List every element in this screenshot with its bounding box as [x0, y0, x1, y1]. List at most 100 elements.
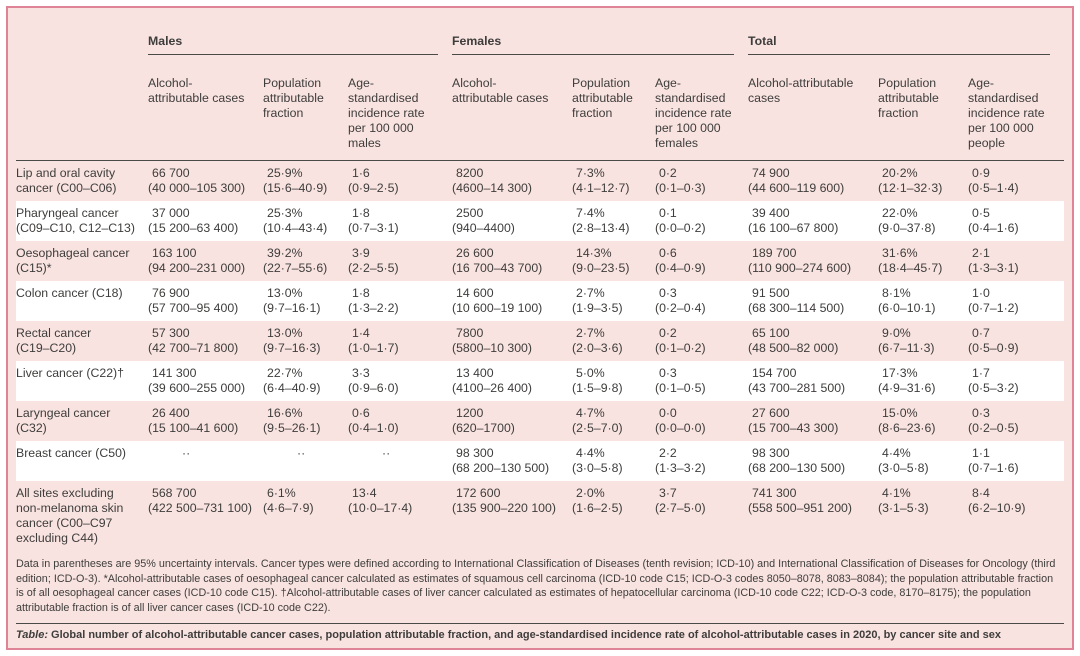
- table-row: Oesophageal cancer (C15)* 163 100 (94 200…: [16, 241, 1064, 281]
- data-cell: 7800 (5800–10 300): [452, 326, 532, 355]
- data-cell: 22·0% (9·0–37·8): [878, 206, 936, 235]
- data-cell: 1·6 (0·9–2·5): [348, 166, 399, 195]
- table-caption: Table: Global number of alcohol-attribut…: [16, 624, 1064, 647]
- data-cell: 13·4 (10·0–17·4): [348, 486, 413, 515]
- data-cell: 1·8 (0·7–3·1): [348, 206, 399, 235]
- data-cell: 13 400 (4100–26 400): [452, 366, 532, 395]
- group-label-females: Females: [452, 34, 735, 55]
- data-cell: 0·5 (0·4–1·6): [968, 206, 1019, 235]
- data-cell: 8·1% (6·0–10·1): [878, 286, 936, 315]
- data-cell: 4·4% (3·0–5·8): [878, 446, 929, 475]
- group-label-males: Males: [148, 34, 438, 55]
- data-cell: 9·0% (6·7–11·3): [878, 326, 935, 355]
- data-cell: 3·9 (2·2–5·5): [348, 246, 399, 275]
- group-header-row: Males Females Total: [16, 10, 1064, 70]
- row-header-site: Lip and oral cavity cancer (C00–C06): [16, 166, 117, 195]
- data-cell: 163 100 (94 200–231 000): [148, 246, 246, 275]
- table-body: Lip and oral cavity cancer (C00–C06) 66 7…: [16, 161, 1064, 552]
- row-header-site: All sites excluding non-melanoma skin ca…: [16, 486, 124, 545]
- data-cell: 0·2 (0·1–0·3): [655, 166, 706, 195]
- data-cell: 0·1 (0·0–0·2): [655, 206, 706, 235]
- data-cell: 6·1% (4·6–7·9): [263, 486, 314, 515]
- column-header-total-asr: Age- standardised incidence rate per 100…: [968, 70, 1064, 161]
- data-cell: 74 900 (44 600–119 600): [748, 166, 845, 195]
- data-cell: ··: [297, 446, 306, 460]
- row-header-site: Laryngeal cancer (C32): [16, 406, 111, 435]
- data-cell: 1200 (620–1700): [452, 406, 515, 435]
- data-cell: 98 300 (68 200–130 500): [748, 446, 846, 475]
- data-cell: 25·3% (10·4–43·4): [263, 206, 328, 235]
- data-cell: 1·0 (0·7–1·2): [968, 286, 1019, 315]
- table-row: All sites excluding non-melanoma skin ca…: [16, 481, 1064, 551]
- data-cell: 2·0% (1·6–2·5): [572, 486, 623, 515]
- data-cell: 0·3 (0·2–0·5): [968, 406, 1019, 435]
- data-cell: 2500 (940–4400): [452, 206, 515, 235]
- caption-divider: [16, 622, 1064, 624]
- table-row: Laryngeal cancer (C32) 26 400 (15 100–41 …: [16, 401, 1064, 441]
- row-header-site: Breast cancer (C50): [16, 446, 127, 460]
- data-cell: 4·7% (2·5–7·0): [572, 406, 623, 435]
- data-cell: 4·1% (3·1–5·3): [878, 486, 929, 515]
- data-cell: 1·4 (1·0–1·7): [348, 326, 399, 355]
- caption-text: Global number of alcohol-attributable ca…: [48, 628, 1001, 641]
- data-cell: 7·4% (2·8–13·4): [572, 206, 630, 235]
- table-row: Rectal cancer (C19–C20) 57 300 (42 700–71…: [16, 321, 1064, 361]
- table-frame: Males Females Total Alcohol- attributabl…: [6, 6, 1074, 650]
- data-cell: 2·2 (1·3–3·2): [655, 446, 706, 475]
- data-cell: 154 700 (43 700–281 500): [748, 366, 846, 395]
- caption-label: Table:: [16, 628, 48, 641]
- data-cell: 1·7 (0·5–3·2): [968, 366, 1019, 395]
- data-cell: 8·4 (6·2–10·9): [968, 486, 1026, 515]
- data-cell: 26 400 (15 100–41 600): [148, 406, 239, 435]
- data-cell: 22·7% (6·4–40·9): [263, 366, 321, 395]
- data-cell: 3·7 (2·7–5·0): [655, 486, 706, 515]
- group-header-total: Total: [748, 10, 1064, 70]
- data-cell: 17·3% (4·9–31·6): [878, 366, 936, 395]
- data-cell: 3·3 (0·9–6·0): [348, 366, 399, 395]
- data-cell: ··: [182, 446, 191, 460]
- data-cell: 2·1 (1·3–3·1): [968, 246, 1019, 275]
- table-row: Breast cancer (C50) ·· ·· ·· 98 300 (68 200–…: [16, 441, 1064, 481]
- data-cell: 189 700 (110 900–274 600): [748, 246, 852, 275]
- data-cell: 26 600 (16 700–43 700): [452, 246, 543, 275]
- data-cell: 31·6% (18·4–45·7): [878, 246, 943, 275]
- data-cell: 65 100 (48 500–82 000): [748, 326, 839, 355]
- table-row: Pharyngeal cancer (C09–C10, C12–C13) 37 0…: [16, 201, 1064, 241]
- column-header-row: Alcohol- attributable cases Population a…: [16, 70, 1064, 161]
- row-header-site: Oesophageal cancer (C15)*: [16, 246, 130, 275]
- row-header-site: Liver cancer (C22)†: [16, 366, 124, 380]
- data-cell: 0·3 (0·2–0·4): [655, 286, 706, 315]
- data-cell: 0·6 (0·4–0·9): [655, 246, 706, 275]
- data-cell: 39·2% (22·7–55·6): [263, 246, 328, 275]
- data-cell: 5·0% (1·5–9·8): [572, 366, 623, 395]
- data-cell: 2·7% (1·9–3·5): [572, 286, 623, 315]
- data-cell: 27 600 (15 700–43 300): [748, 406, 839, 435]
- group-header-males: Males: [148, 10, 452, 70]
- column-header-males-cases: Alcohol- attributable cases: [148, 70, 263, 161]
- data-cell: 141 300 (39 600–255 000): [148, 366, 246, 395]
- column-header-total-cases: Alcohol-attributable cases: [748, 70, 879, 161]
- data-cell: 1·8 (1·3–2·2): [348, 286, 399, 315]
- table-footnote: Data in parentheses are 95% uncertainty …: [16, 558, 1056, 615]
- data-cell: 0·9 (0·5–1·4): [968, 166, 1019, 195]
- data-cell: 1·1 (0·7–1·6): [968, 446, 1019, 475]
- data-cell: 2·7% (2·0–3·6): [572, 326, 623, 355]
- data-cell: 172 600 (135 900–220 100): [452, 486, 556, 515]
- column-header-females-asr: Age- standardised incidence rate per 100…: [655, 70, 749, 161]
- column-header-females-paf: Population attributable fraction: [572, 70, 655, 161]
- table-row: Colon cancer (C18) 76 900 (57 700–95 400)…: [16, 281, 1064, 321]
- data-cell: 13·0% (9·7–16·3): [263, 326, 321, 355]
- data-cell: 0·2 (0·1–0·2): [655, 326, 706, 355]
- data-cell: 66 700 (40 000–105 300): [148, 166, 246, 195]
- data-cell: 37 000 (15 200–63 400): [148, 206, 239, 235]
- row-header-site: Pharyngeal cancer (C09–C10, C12–C13): [16, 206, 135, 235]
- data-cell: 16·6% (9·5–26·1): [263, 406, 321, 435]
- column-header-females-cases: Alcohol- attributable cases: [452, 70, 572, 161]
- corner-cell: [16, 10, 148, 70]
- data-cell: 7·3% (4·1–12·7): [572, 166, 630, 195]
- row-header-site: Rectal cancer (C19–C20): [16, 326, 92, 355]
- data-cell: 0·0 (0·0–0·0): [655, 406, 706, 435]
- table-row: Lip and oral cavity cancer (C00–C06) 66 7…: [16, 161, 1064, 202]
- column-header-total-paf: Population attributable fraction: [878, 70, 969, 161]
- data-cell: 8200 (4600–14 300): [452, 166, 532, 195]
